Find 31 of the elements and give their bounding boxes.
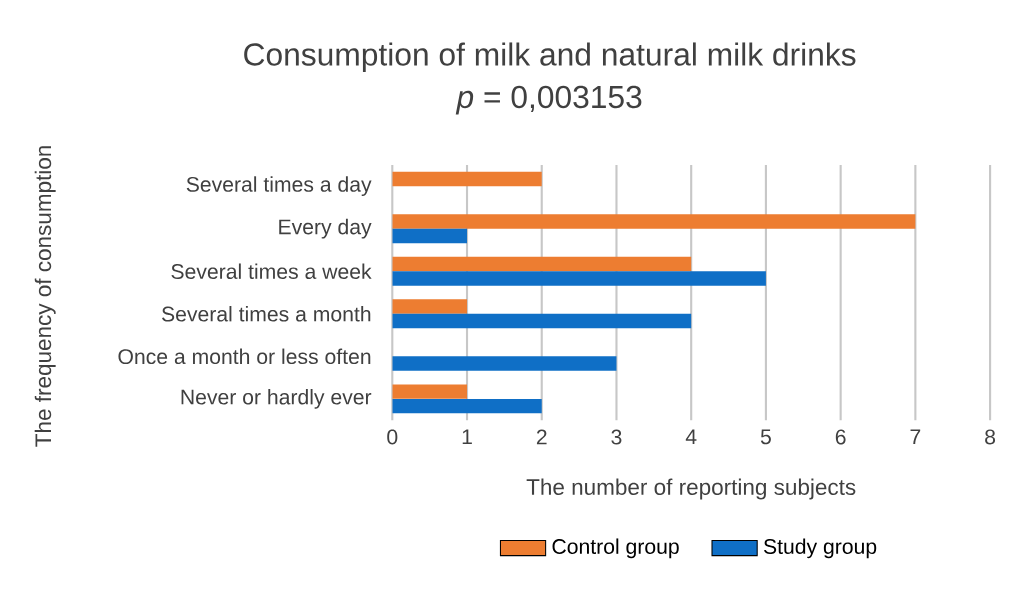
chart-title: Consumption of milk and natural milk drinks	[244, 42, 856, 72]
legend-label: Control group	[552, 538, 679, 559]
bar	[392, 398, 542, 414]
y-tick-label: Every day	[279, 218, 372, 239]
x-tick-label: 8	[985, 429, 996, 445]
x-tick-label: 3	[611, 429, 622, 445]
x-tick-label: 6	[835, 429, 846, 445]
bar	[392, 256, 692, 272]
x-tick-label: 7	[910, 429, 921, 444]
chart-subtitle: p = 0,003153	[455, 85, 642, 115]
bar	[392, 313, 692, 329]
x-axis-title: The number of reporting subjects	[526, 478, 856, 500]
x-tick-label: 5	[760, 429, 771, 445]
bar	[392, 356, 617, 371]
y-tick-label: Several times a day	[186, 176, 372, 196]
bar	[392, 214, 916, 229]
bar	[392, 228, 468, 244]
y-tick-label: Several times a week	[171, 263, 372, 279]
bar	[392, 299, 468, 314]
x-tick-label: 1	[462, 429, 472, 444]
x-tick-label: 4	[685, 429, 697, 444]
legend-label: Study group	[763, 538, 877, 559]
y-tick-label: Never or hardly ever	[181, 388, 372, 409]
x-tick-label: 2	[536, 429, 547, 445]
bar	[392, 271, 766, 286]
y-tick-label: Once a month or less often	[118, 348, 371, 365]
bar	[392, 384, 468, 399]
y-tick-label: Several times a month	[161, 305, 371, 322]
y-axis-title: The frequency of consumption	[34, 146, 56, 447]
bar	[392, 171, 542, 187]
x-tick-label: 0	[387, 429, 398, 445]
